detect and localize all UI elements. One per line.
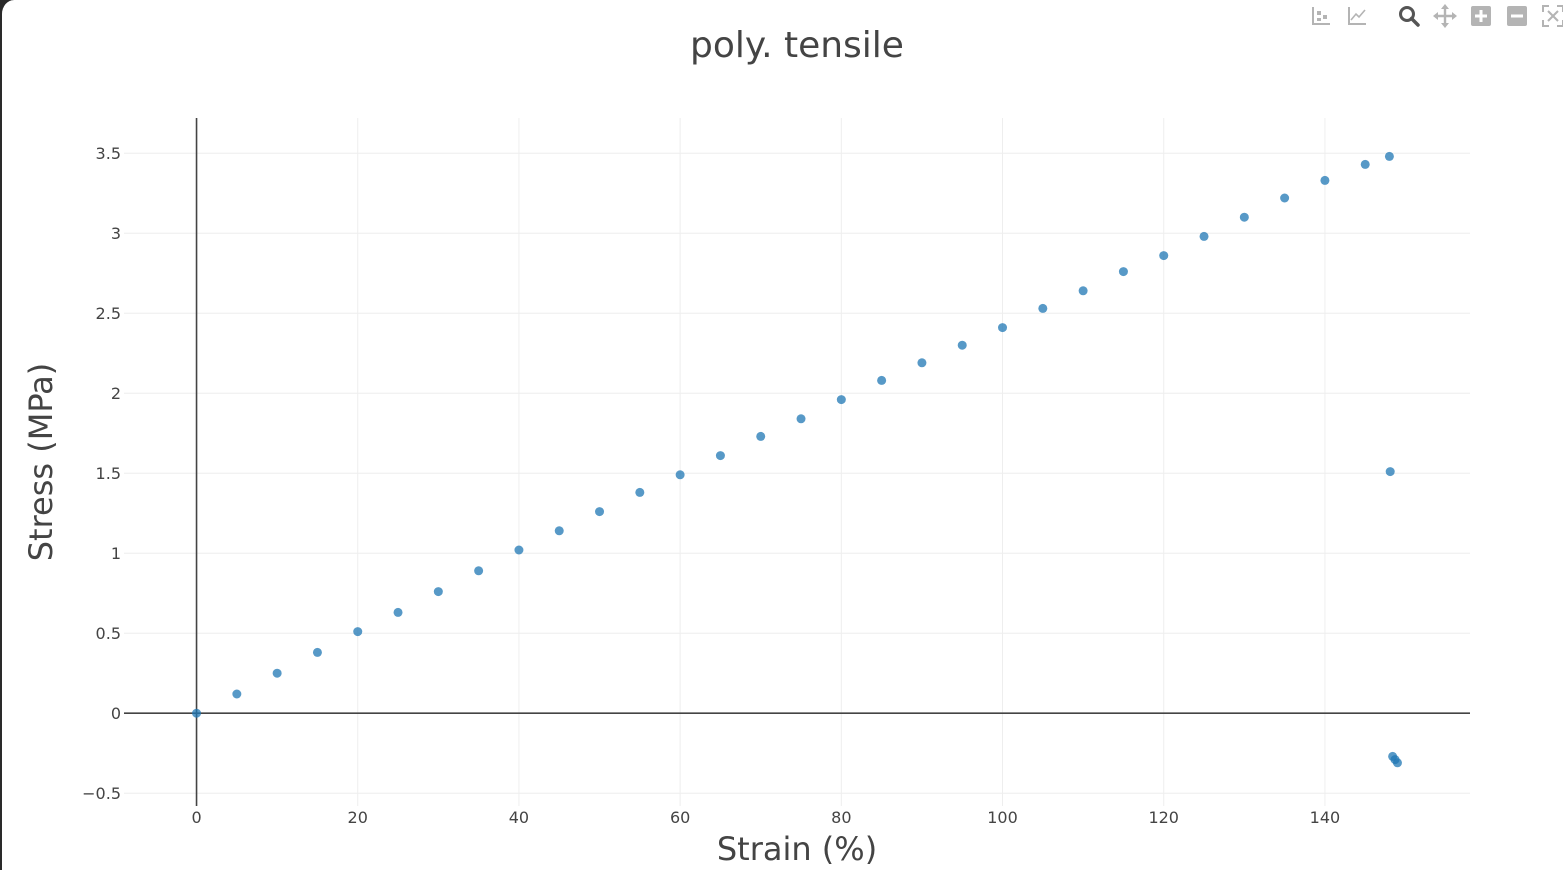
data-point[interactable] <box>917 358 927 368</box>
pan-button[interactable] <box>1431 2 1459 30</box>
x-tick-label: 40 <box>509 808 529 827</box>
zoom-in-button[interactable] <box>1467 2 1495 30</box>
x-tick-label: 60 <box>670 808 690 827</box>
compare-data-button[interactable] <box>1307 2 1335 30</box>
y-tick-label: −0.5 <box>82 784 121 803</box>
data-point[interactable] <box>514 545 524 555</box>
x-tick-label: 100 <box>987 808 1018 827</box>
data-point[interactable] <box>998 323 1008 333</box>
data-point[interactable] <box>796 414 806 424</box>
data-point[interactable] <box>1159 251 1169 261</box>
zoom-icon <box>1399 6 1420 27</box>
y-axis-title: Stress (MPa) <box>22 363 60 562</box>
data-point[interactable] <box>715 451 725 461</box>
y-tick-label: 1.5 <box>96 464 121 483</box>
data-point[interactable] <box>877 375 887 385</box>
data-point[interactable] <box>232 689 242 699</box>
data-point[interactable] <box>1280 193 1290 203</box>
y-tick-label: 2.5 <box>96 304 121 323</box>
x-tick-label: 20 <box>348 808 368 827</box>
data-point[interactable] <box>957 340 967 350</box>
autoscale-button[interactable] <box>1539 2 1563 30</box>
data-point[interactable] <box>433 587 443 597</box>
data-point[interactable] <box>312 647 322 657</box>
y-tick-label: 1 <box>111 544 121 563</box>
data-point[interactable] <box>595 507 605 517</box>
closest-data-button[interactable] <box>1343 2 1371 30</box>
y-tick-label: 3.5 <box>96 144 121 163</box>
data-point[interactable] <box>836 395 846 405</box>
data-point[interactable] <box>272 668 282 678</box>
y-tick-label: 0.5 <box>96 624 121 643</box>
data-point[interactable] <box>192 708 202 718</box>
data-point[interactable] <box>1199 231 1209 241</box>
autoscale-icon <box>1542 5 1563 27</box>
y-gridlines <box>124 152 1470 794</box>
data-point[interactable] <box>1384 151 1394 161</box>
data-point[interactable] <box>756 431 766 441</box>
y-tick-labels: −0.5 0 0.5 1 1.5 2 2.5 3 3.5 <box>82 144 121 803</box>
data-point[interactable] <box>1392 758 1402 768</box>
data-point[interactable] <box>1385 467 1395 477</box>
data-point[interactable] <box>1360 159 1370 169</box>
x-tick-label: 80 <box>831 808 851 827</box>
x-tick-labels: 0 20 40 60 80 100 120 140 <box>191 808 1340 827</box>
data-point[interactable] <box>474 566 484 576</box>
x-axis-title: Strain (%) <box>717 830 877 868</box>
modebar <box>1307 2 1563 30</box>
x-tick-label: 120 <box>1148 808 1179 827</box>
zoom-button[interactable] <box>1395 2 1423 30</box>
data-point[interactable] <box>554 526 564 536</box>
data-point[interactable] <box>1118 267 1128 277</box>
data-point[interactable] <box>393 607 403 617</box>
chart-title: poly. tensile <box>690 25 904 66</box>
x-gridlines <box>357 118 1326 806</box>
data-point[interactable] <box>353 627 363 637</box>
data-point[interactable] <box>635 487 645 497</box>
x-tick-label: 0 <box>191 808 201 827</box>
zoom-out-button[interactable] <box>1503 2 1531 30</box>
data-point[interactable] <box>1239 212 1249 222</box>
data-point[interactable] <box>675 470 685 480</box>
pan-icon <box>1433 4 1457 28</box>
zoom-in-icon <box>1471 6 1491 26</box>
data-point[interactable] <box>1320 175 1330 185</box>
zoom-out-icon <box>1507 6 1527 26</box>
y-tick-label: 3 <box>111 224 121 243</box>
y-tick-label: 2 <box>111 384 121 403</box>
compare-data-icon <box>1312 7 1330 25</box>
y-tick-label: 0 <box>111 704 121 723</box>
data-point[interactable] <box>1038 303 1048 313</box>
closest-data-icon <box>1348 7 1366 25</box>
data-point[interactable] <box>1078 286 1088 296</box>
zero-lines <box>124 118 1470 806</box>
x-tick-label: 140 <box>1310 808 1341 827</box>
data-points[interactable] <box>192 151 1402 768</box>
